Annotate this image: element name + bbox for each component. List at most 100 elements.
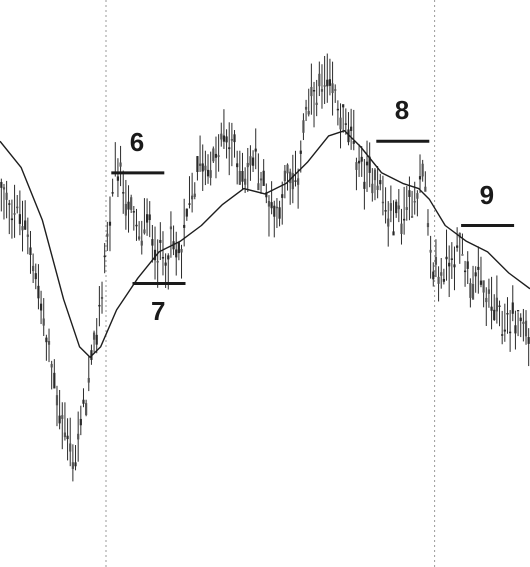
price-bar-body [35,273,37,279]
price-bar-body [175,249,177,257]
price-bar-body [501,334,503,336]
price-bar-body [141,241,143,246]
price-bar-body [93,333,95,340]
price-bar-body [244,179,246,185]
price-bar-body [218,155,220,157]
price-bar-body [379,180,381,184]
price-bar-body [345,123,347,125]
price-bar-body [257,183,259,190]
price-bar-body [157,261,159,263]
price-bar-body [51,364,53,367]
price-bar-body [231,139,233,141]
price-bar-body [130,197,132,210]
price-bar-body [106,234,108,237]
price-bar-body [74,462,76,466]
price-bar-body [339,118,341,130]
price-bar-body [414,201,416,203]
price-bar-body [366,162,368,166]
price-bar-body [186,209,188,217]
price-bar-body [207,170,209,176]
price-bar-body [143,229,145,233]
price-bar-body [82,400,84,404]
price-bar-body [13,213,15,215]
price-bar-body [77,434,79,440]
price-bar-body [109,222,111,226]
price-bar-body [125,204,127,216]
price-bar-body [475,272,477,276]
price-bar-body [48,341,50,345]
price-bar-body [236,163,238,167]
price-bar-body [490,307,492,311]
price-bar-body [316,103,318,105]
price-bar-body [11,218,13,220]
price-bar-body [430,250,432,253]
price-bar-body [374,170,376,181]
price-bars [0,54,530,482]
price-bar-body [467,261,469,269]
price-bar-body [112,192,114,194]
price-bar-body [3,187,5,189]
price-bar-body [358,161,360,164]
price-bar-body [252,158,254,166]
price-bar-body [453,264,455,267]
price-bar-body [517,310,519,312]
price-bar-body [437,277,439,284]
marker-label-8: 8 [395,95,409,126]
price-bar-body [104,256,106,258]
price-bar-body [273,206,275,217]
price-bar-body [204,166,206,171]
price-bar-body [337,109,339,111]
price-bar-body [37,286,39,299]
price-bar-body [302,120,304,133]
price-bar-body [59,416,61,424]
price-bar-body [318,74,320,86]
price-bar-body [225,136,227,142]
moving-average-line [0,131,530,358]
price-bar-body [64,433,66,438]
price-bar-body [408,190,410,197]
price-bar-body [300,151,302,154]
price-bar-body [403,219,405,221]
price-bar-body [239,171,241,185]
price-bar-body [371,184,373,193]
price-bar-body [419,176,421,179]
price-bar-body [8,203,10,205]
price-bar-body [249,156,251,165]
price-bar-body [151,239,153,246]
price-bar-body [384,210,386,212]
price-bar-body [6,193,8,200]
price-bar-body [509,332,511,334]
price-bar-body [45,338,47,343]
price-bar-body [223,135,225,141]
price-bar-body [202,163,204,171]
price-bar-body [165,263,167,266]
price-bar-body [281,194,283,198]
price-bar-body [422,164,424,177]
price-bar-body [472,284,474,300]
price-bar-body [461,254,463,256]
price-bar-body [56,395,58,405]
price-bar-body [286,165,288,174]
price-bar-body [355,162,357,170]
price-bar-body [520,318,522,321]
price-bar-body [19,214,21,224]
price-bar-body [260,178,262,180]
price-bar-body [363,182,365,189]
price-bar-body [80,419,82,425]
price-bar-body [395,202,397,213]
price-bar-body [334,89,336,91]
price-bar-body [488,289,490,293]
price-bar-body [398,205,400,209]
price-bar-body [392,231,394,235]
price-bar-body [469,283,471,298]
price-bar-body [138,236,140,239]
price-bar-body [40,304,42,311]
price-bar-body [278,207,280,218]
price-bar-body [294,180,296,182]
price-bar-body [170,226,172,229]
price-bar-body [180,249,182,253]
price-bar-body [159,240,161,243]
price-bar-body [178,242,180,253]
price-bar-body [496,298,498,312]
price-bar-body [72,462,74,469]
